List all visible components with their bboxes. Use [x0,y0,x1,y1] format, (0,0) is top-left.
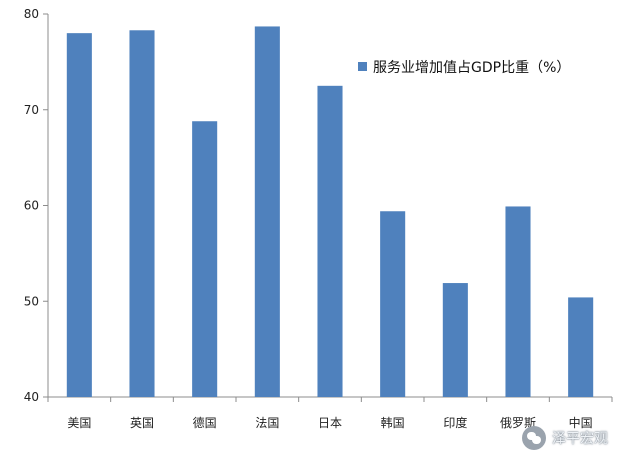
legend-swatch [358,62,367,71]
y-tick-label: 70 [24,103,39,117]
bar [317,86,342,397]
x-tick-label: 法国 [255,416,279,430]
y-tick-label: 40 [24,390,39,404]
bar [568,297,593,397]
bar [255,26,280,397]
bar [67,33,92,397]
x-tick-label: 美国 [67,416,91,430]
watermark: 泽平宏观 [522,426,608,450]
legend-label: 服务业增加值占GDP比重（%） [373,60,570,76]
wechat-icon [522,426,546,450]
watermark-text: 泽平宏观 [552,428,608,448]
x-tick-label: 日本 [318,416,342,430]
x-tick-label: 印度 [443,415,467,430]
x-tick-label: 德国 [193,415,217,430]
y-tick-label: 50 [24,294,39,308]
bar [192,121,217,397]
x-tick-label: 韩国 [381,415,405,430]
bar [505,206,530,397]
bar [380,211,405,397]
y-tick-label: 60 [24,199,39,213]
bar [129,30,154,397]
bar [443,283,468,397]
y-tick-label: 80 [24,7,39,21]
x-tick-label: 英国 [130,416,154,430]
